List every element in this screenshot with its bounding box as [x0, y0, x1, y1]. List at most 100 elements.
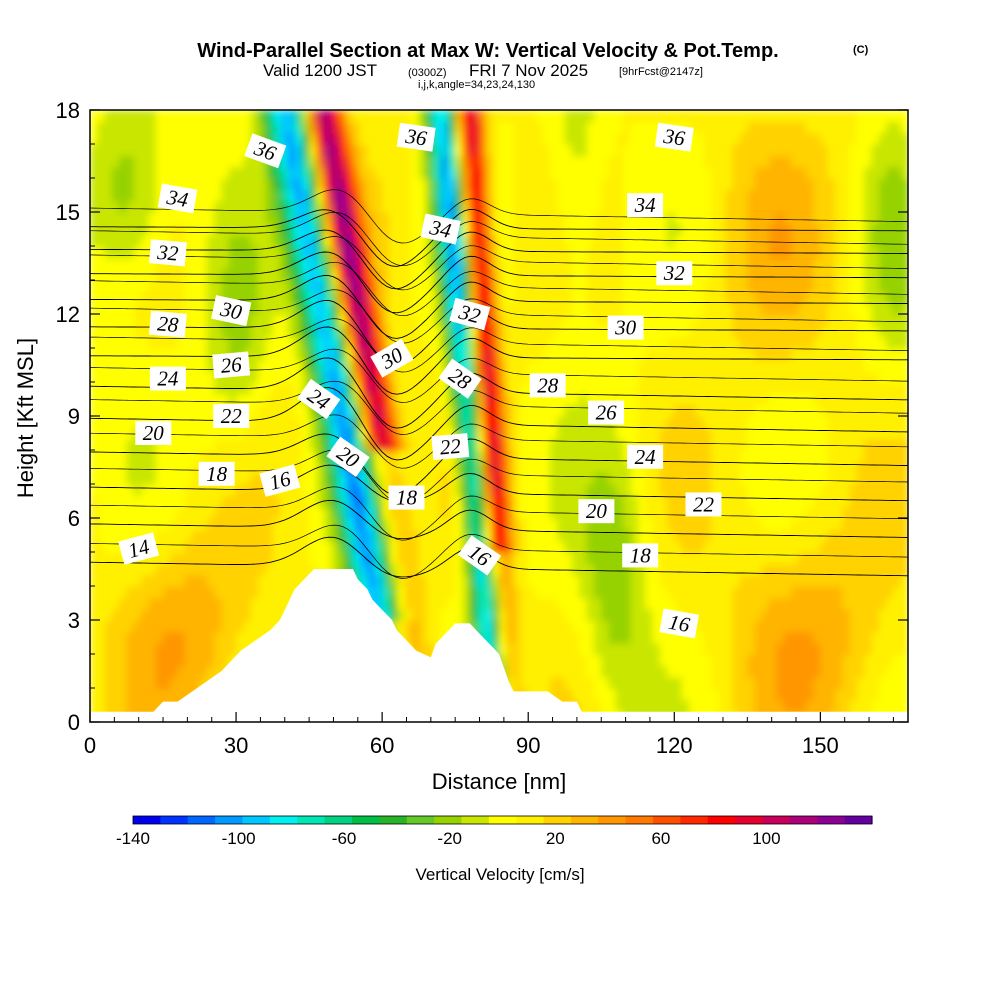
w-cell	[645, 665, 654, 678]
w-cell	[674, 314, 683, 327]
w-cell	[608, 268, 617, 281]
w-cell	[681, 574, 690, 587]
w-cell	[199, 110, 208, 123]
w-cell	[228, 574, 238, 587]
w-cell	[601, 166, 610, 179]
w-cell	[163, 404, 172, 417]
w-cell	[535, 676, 544, 689]
w-cell	[323, 325, 332, 338]
w-cell	[426, 166, 435, 179]
w-cell	[192, 291, 201, 304]
w-cell	[301, 495, 311, 508]
w-cell	[228, 291, 238, 304]
w-cell	[170, 676, 179, 689]
w-cell	[279, 382, 289, 395]
w-cell	[564, 631, 573, 644]
w-cell	[367, 257, 376, 270]
w-cell	[542, 155, 552, 168]
w-cell	[170, 144, 179, 157]
w-cell	[447, 382, 457, 395]
w-cell	[170, 597, 179, 610]
w-cell	[667, 506, 676, 519]
w-cell	[601, 676, 610, 689]
w-cell	[477, 461, 486, 474]
w-cell	[206, 325, 216, 338]
w-cell	[674, 699, 683, 712]
w-cell	[426, 257, 435, 270]
w-cell	[652, 393, 661, 406]
w-cell	[163, 291, 172, 304]
w-cell	[133, 280, 143, 293]
w-cell	[520, 370, 530, 383]
w-cell	[674, 597, 683, 610]
w-cell	[513, 472, 522, 485]
w-cell	[250, 495, 259, 508]
w-cell	[367, 144, 376, 157]
w-cell	[338, 393, 347, 406]
w-cell	[126, 359, 135, 372]
w-cell	[265, 438, 274, 451]
w-cell	[564, 574, 573, 587]
w-cell	[564, 234, 573, 247]
w-cell	[389, 393, 398, 406]
w-cell	[593, 597, 603, 610]
w-cell	[272, 438, 281, 451]
w-cell	[725, 574, 734, 587]
w-cell	[338, 382, 347, 395]
w-cell	[593, 450, 603, 463]
w-cell	[696, 608, 705, 621]
w-cell	[572, 506, 581, 519]
w-cell	[491, 438, 500, 451]
w-cell	[725, 189, 734, 202]
w-cell	[155, 574, 164, 587]
w-cell	[309, 189, 318, 202]
w-cell	[440, 280, 449, 293]
w-cell	[593, 121, 603, 134]
w-cell	[528, 302, 537, 315]
w-cell	[447, 189, 457, 202]
w-cell	[389, 189, 398, 202]
w-cell	[659, 461, 668, 474]
w-cell	[111, 597, 121, 610]
w-cell	[104, 314, 113, 327]
w-cell	[104, 529, 113, 542]
w-cell	[601, 393, 610, 406]
w-cell	[572, 654, 581, 667]
w-cell	[177, 495, 186, 508]
w-cell	[440, 586, 449, 599]
w-cell	[382, 438, 391, 451]
w-cell	[411, 200, 420, 213]
w-cell	[192, 586, 201, 599]
w-cell	[352, 416, 362, 429]
w-cell	[163, 586, 172, 599]
w-cell	[228, 325, 238, 338]
w-cell	[426, 438, 435, 451]
w-cell	[667, 654, 676, 667]
w-cell	[740, 268, 749, 281]
w-cell	[659, 348, 668, 361]
w-cell	[608, 688, 617, 701]
w-cell	[557, 438, 566, 451]
w-cell	[338, 291, 347, 304]
w-cell	[221, 132, 230, 145]
w-cell	[272, 586, 281, 599]
w-cell	[214, 166, 223, 179]
w-cell	[433, 472, 442, 485]
w-cell	[601, 586, 610, 599]
w-cell	[462, 110, 471, 123]
w-cell	[199, 518, 208, 531]
w-cell	[477, 348, 486, 361]
w-cell	[564, 552, 573, 565]
w-cell	[601, 348, 610, 361]
w-cell	[645, 631, 654, 644]
w-cell	[389, 144, 398, 157]
w-cell	[732, 325, 741, 338]
w-cell	[404, 574, 413, 587]
w-cell	[287, 246, 296, 259]
w-cell	[177, 166, 186, 179]
w-cell	[725, 280, 734, 293]
w-cell	[593, 529, 603, 542]
w-cell	[301, 506, 311, 519]
w-cell	[506, 223, 515, 236]
w-cell	[469, 438, 479, 451]
